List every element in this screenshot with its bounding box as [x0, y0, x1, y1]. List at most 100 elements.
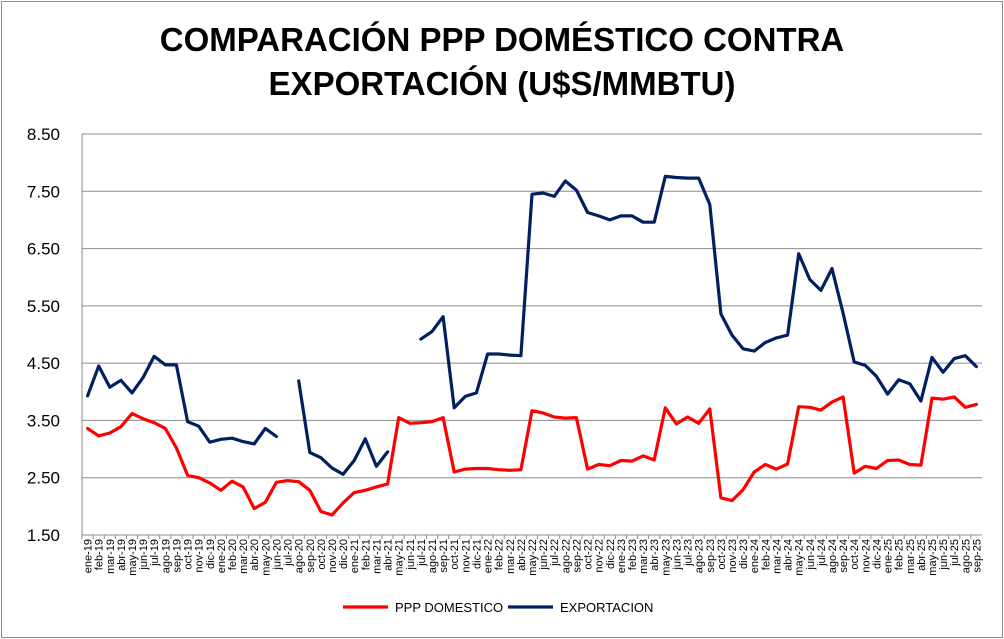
data-point — [187, 474, 189, 476]
data-point — [675, 423, 678, 425]
x-tick-label: mar-24 — [771, 539, 783, 574]
data-point — [253, 443, 255, 445]
x-tick-label: feb-22 — [494, 539, 506, 570]
data-point — [831, 268, 833, 270]
data-point — [120, 426, 122, 428]
data-point — [853, 472, 855, 474]
x-tick-label: jul-20 — [283, 539, 295, 567]
data-point — [853, 361, 855, 363]
x-axis: ene-19 feb-19 mar-19 abr-19 may-19 jun-19 jul-… — [81, 134, 983, 576]
data-point — [564, 417, 566, 419]
data-point — [131, 392, 133, 394]
data-point — [153, 355, 155, 357]
data-point — [598, 463, 600, 466]
data-point — [731, 334, 733, 336]
data-point — [564, 180, 566, 182]
data-point — [220, 489, 222, 491]
x-tick-label: sep-25 — [971, 539, 983, 573]
data-point — [175, 447, 177, 449]
data-point — [609, 219, 611, 221]
x-tick-label: abr-21 — [383, 539, 395, 571]
series-lines — [85, 174, 979, 517]
x-tick-label: mar-19 — [105, 539, 117, 574]
data-point — [320, 457, 322, 459]
data-point — [109, 386, 111, 388]
x-tick-label: jul-24 — [816, 539, 828, 567]
data-point — [842, 312, 844, 314]
data-point — [798, 253, 800, 255]
x-tick-label: jun-21 — [405, 539, 417, 571]
data-point — [875, 467, 878, 470]
data-point — [775, 337, 778, 339]
data-point — [142, 376, 144, 379]
data-point — [598, 215, 600, 217]
data-point — [198, 477, 200, 479]
x-tick-label: oct-20 — [316, 539, 328, 570]
data-point — [264, 427, 266, 429]
data-point — [175, 364, 177, 366]
x-tick-label: feb-24 — [760, 539, 772, 570]
x-tick-label: jun-24 — [805, 539, 817, 571]
data-point — [331, 467, 333, 469]
data-point — [553, 416, 555, 418]
data-point — [964, 355, 966, 357]
x-tick-label: nov-21 — [460, 539, 472, 573]
data-point — [264, 501, 266, 503]
data-point — [142, 418, 144, 420]
data-point — [820, 409, 822, 411]
x-tick-label: sep-22 — [571, 539, 583, 573]
data-point — [353, 492, 355, 494]
data-point — [387, 451, 389, 453]
x-tick-label: may-25 — [927, 539, 939, 576]
data-point — [864, 465, 866, 467]
data-point — [198, 425, 200, 427]
data-point — [431, 331, 433, 333]
x-tick-label: may-22 — [527, 539, 539, 576]
data-point — [509, 354, 511, 356]
data-point — [120, 379, 122, 381]
series-line-ppp-domestico — [85, 395, 979, 517]
x-tick-label: dic-20 — [338, 539, 350, 569]
data-point — [875, 375, 878, 377]
x-tick-label: abr-25 — [916, 539, 928, 571]
x-tick-label: abr-23 — [649, 539, 661, 571]
x-tick-label: mar-25 — [905, 539, 917, 574]
x-tick-label: oct-21 — [449, 539, 461, 570]
x-tick-label: abr-22 — [516, 539, 528, 571]
data-point — [964, 406, 966, 408]
data-point — [131, 413, 133, 415]
data-point — [309, 489, 311, 491]
data-point — [809, 278, 811, 281]
data-point — [375, 465, 377, 467]
data-point — [498, 353, 500, 355]
data-point — [809, 406, 811, 408]
data-point — [920, 464, 922, 466]
data-point — [298, 481, 300, 483]
data-point — [687, 416, 689, 418]
data-point — [187, 421, 189, 423]
x-tick-label: may-19 — [127, 539, 139, 576]
data-point — [664, 175, 666, 177]
data-point — [475, 392, 477, 394]
data-point — [687, 177, 689, 179]
data-point — [631, 460, 633, 462]
x-tick-label: dic-22 — [605, 539, 617, 569]
x-tick-label: ene-22 — [483, 539, 495, 573]
data-point — [209, 441, 211, 443]
data-point — [387, 483, 389, 485]
data-point — [953, 358, 955, 360]
data-point — [164, 364, 166, 366]
x-tick-label: sep-19 — [171, 539, 183, 573]
data-point — [820, 289, 822, 291]
x-tick-label: jul-23 — [683, 539, 695, 567]
data-point — [653, 459, 655, 461]
x-tick-label: mar-20 — [238, 539, 250, 574]
data-point — [231, 480, 233, 482]
data-point — [242, 441, 244, 443]
series-line-exportacion — [297, 379, 390, 476]
x-tick-label: abr-20 — [249, 539, 261, 571]
x-tick-label: abr-24 — [783, 539, 795, 571]
x-tick-label: mar-21 — [371, 539, 383, 574]
x-tick-label: sep-21 — [438, 539, 450, 573]
data-point — [209, 482, 211, 484]
